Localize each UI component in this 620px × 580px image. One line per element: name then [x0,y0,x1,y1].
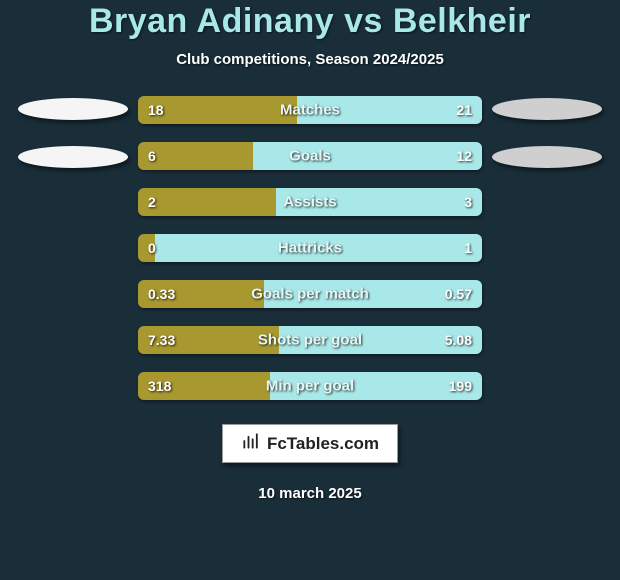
stat-value-right: 12 [456,148,472,164]
stat-row: 318 Min per goal 199 [138,372,482,400]
stat-value-left: 18 [148,102,164,118]
stat-label: Hattricks [278,240,342,257]
stat-row: 0.33 Goals per match 0.57 [138,280,482,308]
stat-bars: 18Matches216Goals122Assists30Hattricks10… [138,96,482,400]
page-title: Bryan Adinany vs Belkheir [89,2,531,41]
stat-value-left: 318 [148,378,171,394]
stat-label: Min per goal [266,378,354,395]
stat-label: Matches [280,102,340,119]
stat-bar-left [138,188,276,216]
stat-row: 7.33 Shots per goal 5.08 [138,326,482,354]
left-badges [8,96,138,168]
branding-badge: FcTables.com [222,424,398,463]
stat-value-right: 199 [449,378,472,394]
subtitle: Club competitions, Season 2024/2025 [176,51,444,68]
stat-value-left: 7.33 [148,332,175,348]
stat-label: Goals [289,148,331,165]
stat-row: 6 Goals 12 [138,142,482,170]
date-text: 10 march 2025 [258,485,361,502]
stat-value-right: 21 [456,102,472,118]
branding-text: FcTables.com [267,434,379,454]
stat-label: Assists [283,194,336,211]
stat-value-left: 2 [148,194,156,210]
stat-bar-right [253,142,482,170]
stat-label: Shots per goal [258,332,362,349]
stat-value-right: 0.57 [445,286,472,302]
stat-value-left: 0 [148,240,156,256]
stat-value-left: 0.33 [148,286,175,302]
stat-label: Goals per match [251,286,369,303]
left-badge-2 [18,146,128,168]
stat-value-right: 5.08 [445,332,472,348]
stat-value-right: 3 [464,194,472,210]
right-badges [482,96,612,168]
right-badge-1 [492,98,602,120]
stat-value-left: 6 [148,148,156,164]
stat-row: 2 Assists 3 [138,188,482,216]
stats-area: 18Matches216Goals122Assists30Hattricks10… [0,96,620,400]
chart-icon [241,431,261,456]
stat-row: 18 Matches 21 [138,96,482,124]
right-badge-2 [492,146,602,168]
stat-value-right: 1 [464,240,472,256]
stat-row: 0 Hattricks 1 [138,234,482,262]
left-badge-1 [18,98,128,120]
